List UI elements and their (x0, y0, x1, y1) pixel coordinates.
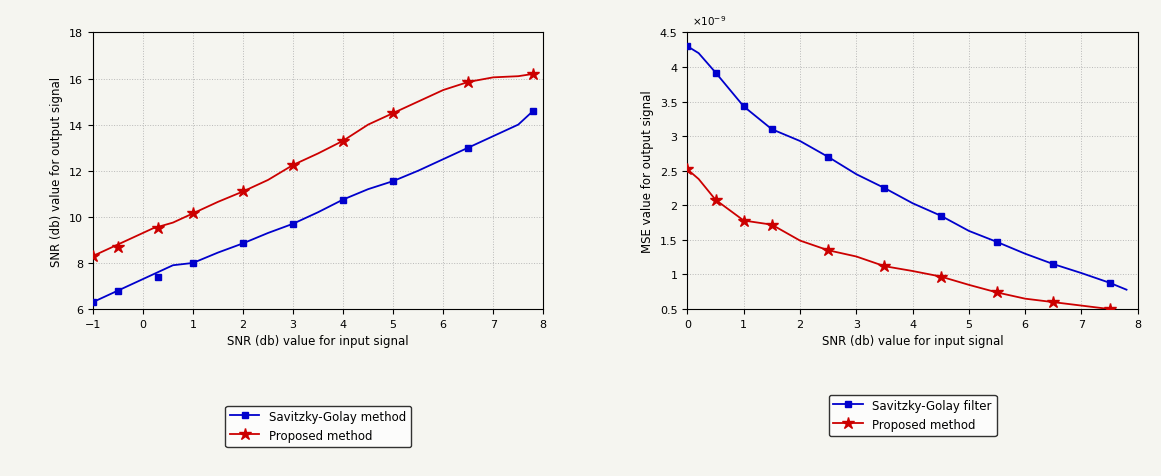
Y-axis label: SNR (db) value for output signal: SNR (db) value for output signal (50, 77, 64, 266)
Y-axis label: MSE value for output signal: MSE value for output signal (641, 90, 655, 253)
X-axis label: SNR (db) value for input signal: SNR (db) value for input signal (228, 335, 409, 347)
Legend: Savitzky-Golay method, Proposed method: Savitzky-Golay method, Proposed method (225, 406, 411, 447)
Legend: Savitzky-Golay filter, Proposed method: Savitzky-Golay filter, Proposed method (829, 395, 996, 436)
X-axis label: SNR (db) value for input signal: SNR (db) value for input signal (822, 335, 1003, 347)
Text: $\times 10^{-9}$: $\times 10^{-9}$ (692, 14, 726, 28)
